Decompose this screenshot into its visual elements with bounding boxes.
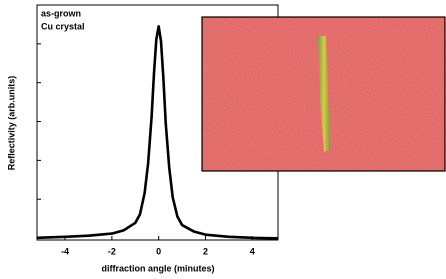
chart: -4 -2 0 2 4 as-grown Cu crystal diffraction …	[0, 0, 446, 279]
y-axis-label: Reflectivity (arb.units)	[6, 76, 16, 171]
x-tick-label: -2	[108, 246, 116, 256]
x-axis-label: diffraction angle (minutes)	[101, 263, 214, 273]
page: {"chart_data": {"type": "line", "annotat…	[0, 0, 446, 279]
inset-image	[202, 17, 445, 171]
annotation: as-grown	[41, 8, 81, 18]
x-tick-label: 0	[156, 246, 161, 256]
x-tick-label: 2	[203, 246, 208, 256]
x-tick-label: 4	[250, 246, 255, 256]
annotation: Cu crystal	[41, 21, 85, 31]
x-tick-label: -4	[61, 246, 69, 256]
